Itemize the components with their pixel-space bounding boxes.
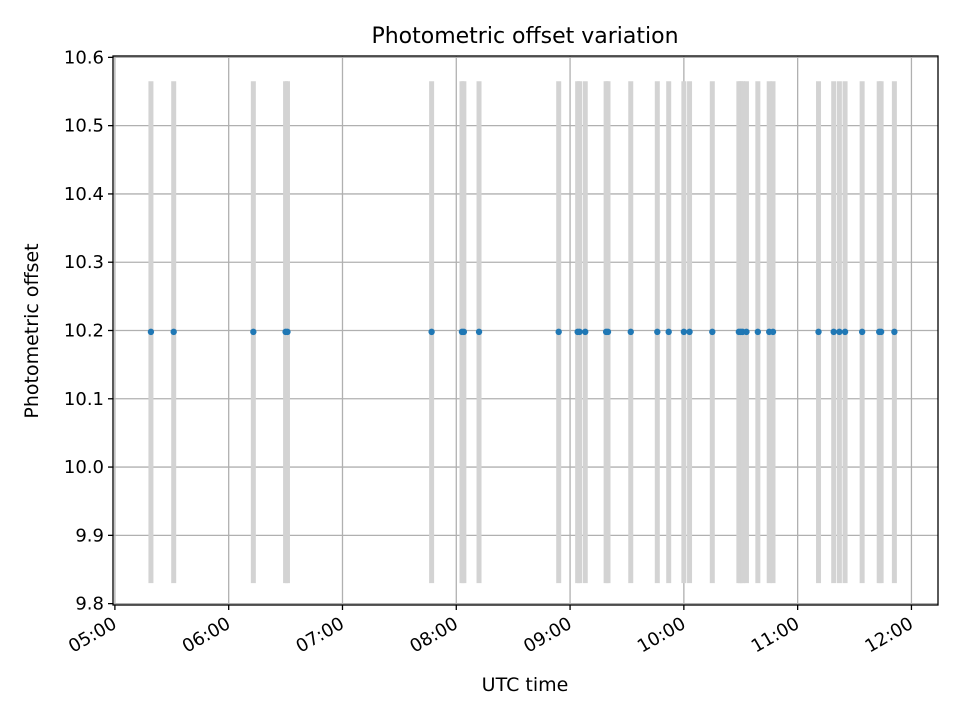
- data-point: [769, 328, 777, 336]
- data-point: [891, 328, 898, 336]
- data-point: [460, 328, 468, 336]
- data-point: [604, 328, 612, 336]
- data-point: [555, 328, 562, 336]
- data-point: [858, 328, 866, 336]
- data-point: [147, 328, 155, 336]
- data-point: [284, 328, 291, 336]
- chart-title: Photometric offset variation: [371, 24, 678, 49]
- data-point: [836, 328, 843, 336]
- data-point: [428, 328, 435, 336]
- data-point: [475, 328, 483, 336]
- data-point: [877, 328, 885, 336]
- y-tick-label: 10.1: [64, 389, 104, 410]
- y-tick-label: 10.4: [64, 184, 104, 205]
- y-tick-label: 10.0: [64, 457, 104, 478]
- data-point: [754, 328, 762, 336]
- data-point: [654, 328, 661, 336]
- grid: [113, 56, 938, 605]
- data-point: [665, 328, 672, 336]
- data-point: [815, 328, 822, 336]
- y-axis-ticks: 9.8 9.9 10.0 10.1 10.2 10.3 10.4 10.5 10.6: [64, 47, 113, 615]
- y-axis-label: Photometric offset: [21, 243, 43, 418]
- y-tick-label: 10.2: [64, 321, 104, 342]
- data-point: [841, 328, 849, 336]
- data-point: [170, 328, 177, 336]
- data-point: [680, 328, 688, 336]
- y-tick-label: 10.5: [64, 116, 104, 137]
- data-point: [709, 328, 716, 336]
- y-tick-label: 9.9: [75, 525, 104, 546]
- data-point: [250, 328, 257, 336]
- data-point: [627, 328, 634, 336]
- data-point: [830, 328, 837, 336]
- data-points: [147, 328, 898, 336]
- data-point: [582, 328, 589, 336]
- data-point: [743, 328, 750, 336]
- data-point: [686, 328, 693, 336]
- x-axis-label: UTC time: [482, 674, 569, 696]
- y-tick-label: 10.6: [64, 47, 104, 68]
- data-point: [576, 328, 583, 336]
- y-tick-label: 9.8: [75, 594, 104, 615]
- y-tick-label: 10.3: [64, 252, 104, 273]
